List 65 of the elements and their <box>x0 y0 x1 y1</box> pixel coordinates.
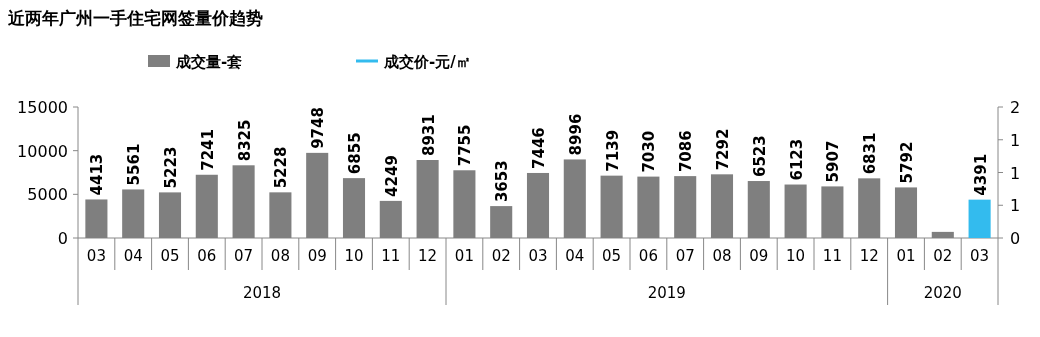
y-tick-label: 5000 <box>27 185 68 205</box>
data-label: 7292 <box>714 128 732 171</box>
x-tick-label: 06 <box>197 247 217 265</box>
data-label: 7241 <box>198 129 217 171</box>
x-tick-label: 11 <box>822 247 842 265</box>
legend-label: 成交价-元/㎡ <box>383 53 471 71</box>
text: 2020 <box>923 284 962 302</box>
x-tick-label: 02 <box>491 247 511 265</box>
x-tick-label: 10 <box>344 247 364 265</box>
x-tick-label: 02 <box>933 247 953 265</box>
y-tick-label: 15000 <box>17 98 68 117</box>
y2-tick-label: 0 <box>1010 229 1021 248</box>
x-tick-label: 10 <box>786 247 806 265</box>
data-label: 5228 <box>272 146 291 189</box>
data-label: 4391 <box>971 153 990 196</box>
x-tick-label: 12 <box>418 247 438 265</box>
x-tick-label: 08 <box>270 247 290 265</box>
text: 2018 <box>242 284 282 302</box>
y-tick-label: 0 <box>57 229 68 248</box>
y2-tick-label: 2 <box>1010 98 1021 117</box>
x-tick-label: 05 <box>160 247 180 265</box>
title: 近两年广州一手住宅网签量价趋势 <box>8 8 263 28</box>
x-tick-label: 09 <box>307 247 327 265</box>
data-label: 6831 <box>861 132 880 175</box>
data-label: 8931 <box>419 114 438 156</box>
x-tick-label: 12 <box>859 247 879 265</box>
text: 2019 <box>647 284 686 302</box>
bar <box>968 199 991 238</box>
x-tick-label: 05 <box>602 247 622 265</box>
data-label: 9748 <box>309 107 328 149</box>
data-label: 8996 <box>566 113 585 156</box>
data-label: 7139 <box>603 129 622 172</box>
y2-tick-label: 1 <box>1010 196 1021 216</box>
x-tick-label: 07 <box>234 247 254 265</box>
data-label: 3653 <box>493 160 512 203</box>
data-label: 5561 <box>125 143 144 186</box>
data-label: 4413 <box>88 153 107 196</box>
data-label: 6123 <box>787 138 806 181</box>
data-label: 8325 <box>235 119 254 162</box>
data-label: 5792 <box>898 141 916 184</box>
data-label: 5223 <box>162 146 180 189</box>
x-tick-label: 09 <box>749 247 769 265</box>
data-label: 6523 <box>750 135 769 178</box>
x-tick-label: 03 <box>528 247 548 265</box>
data-label: 4249 <box>382 155 401 197</box>
x-tick-label: 03 <box>86 247 106 265</box>
x-tick-label: 04 <box>123 247 143 265</box>
y2-tick-label: 1 <box>1010 163 1021 183</box>
x-tick-label: 03 <box>970 247 990 265</box>
y2-tick-label: 1 <box>1010 130 1021 150</box>
data-label: 7446 <box>530 127 548 169</box>
x-tick-label: 11 <box>381 247 401 265</box>
x-tick-label: 06 <box>638 247 658 265</box>
x-tick-label: 01 <box>896 247 916 265</box>
data-label: 7030 <box>640 130 659 173</box>
y-tick-label: 10000 <box>17 141 68 161</box>
x-tick-label: 01 <box>454 247 474 265</box>
x-tick-label: 07 <box>675 247 695 265</box>
data-label: 7086 <box>677 130 696 173</box>
data-label: 6855 <box>346 132 364 175</box>
x-tick-label: 04 <box>565 247 585 265</box>
x-tick-label: 08 <box>712 247 732 265</box>
legend-label: 成交量-套 <box>175 53 243 71</box>
data-label: 5907 <box>824 140 843 183</box>
data-label: 7755 <box>456 124 475 167</box>
